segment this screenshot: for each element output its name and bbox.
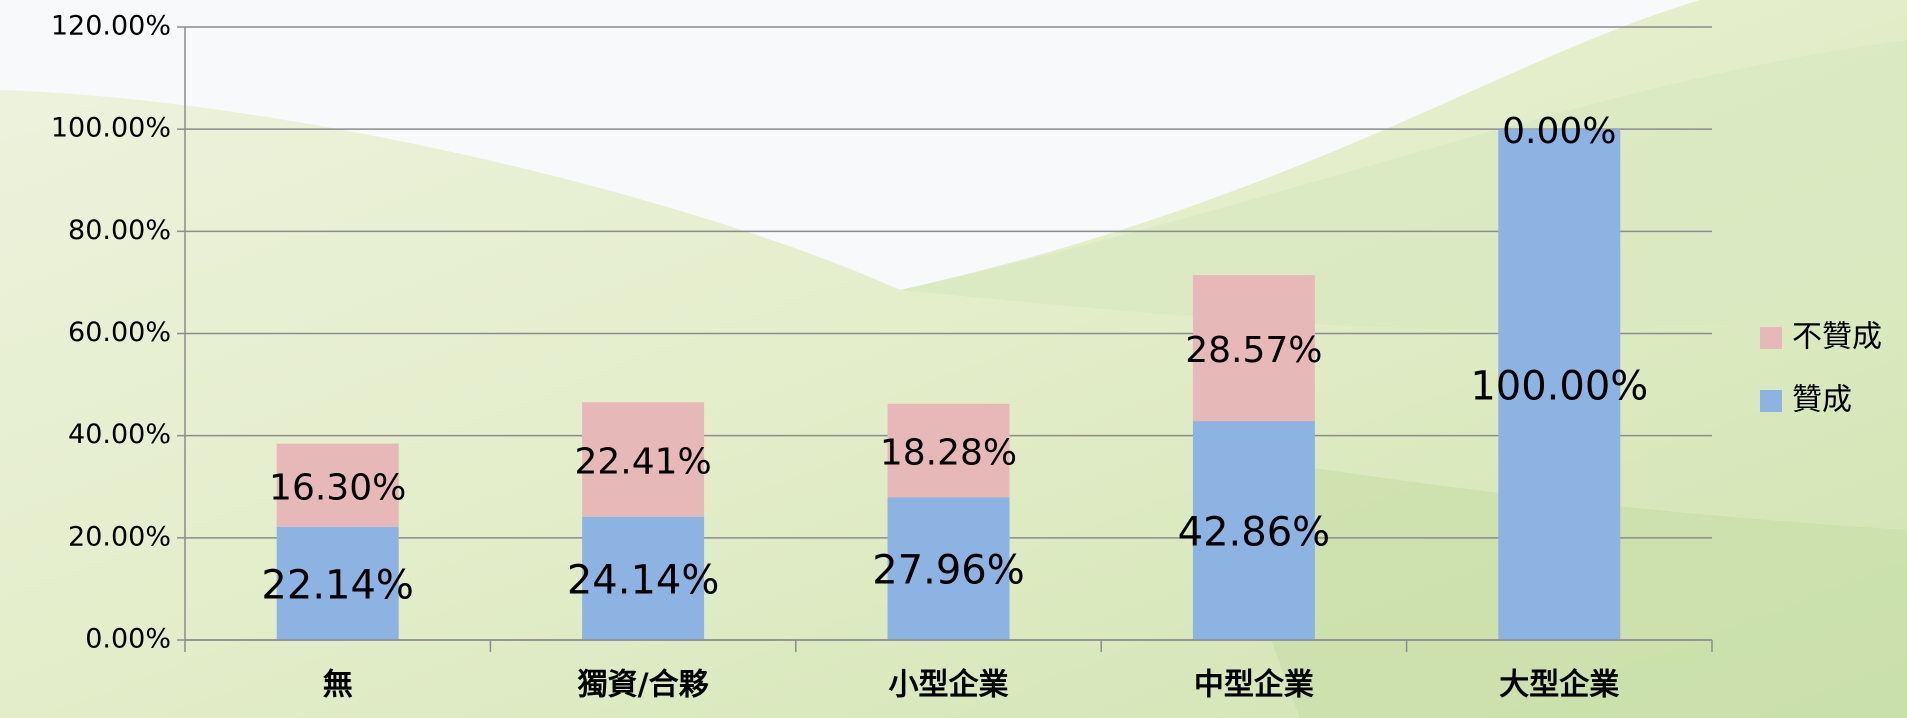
bar-segment — [1498, 129, 1621, 640]
y-tick-label: 80.00% — [68, 215, 171, 246]
data-label: 100.00% — [1470, 364, 1648, 410]
y-tick-label: 40.00% — [68, 419, 171, 450]
bar-segment — [887, 403, 1010, 498]
bar-segment — [1192, 275, 1315, 422]
background-shape — [0, 0, 1700, 290]
data-label: 28.57% — [1185, 330, 1322, 371]
bar-segment — [1192, 421, 1315, 640]
data-label: 22.41% — [574, 441, 711, 482]
data-label: 24.14% — [567, 557, 720, 603]
x-tick-label: 獨資/合夥 — [578, 668, 709, 703]
legend-swatch — [1760, 327, 1782, 349]
legend-label: 贊成 — [1792, 383, 1852, 418]
bar-segment — [887, 497, 1010, 640]
legend-swatch — [1760, 390, 1782, 412]
y-tick-label: 20.00% — [68, 521, 171, 552]
x-tick-label: 大型企業 — [1499, 668, 1619, 703]
data-label: 22.14% — [261, 562, 414, 608]
x-tick-label: 無 — [323, 668, 353, 703]
data-label: 18.28% — [880, 432, 1017, 473]
x-tick-label: 中型企業 — [1194, 668, 1314, 703]
bar-segment — [276, 443, 399, 527]
bar-segment — [582, 402, 705, 517]
bar-segment — [276, 526, 399, 640]
legend-label: 不贊成 — [1792, 320, 1882, 355]
data-label: 16.30% — [269, 467, 406, 508]
y-tick-label: 0.00% — [85, 624, 171, 655]
data-label: 42.86% — [1178, 510, 1331, 556]
x-tick-label: 小型企業 — [889, 668, 1009, 703]
y-tick-label: 100.00% — [51, 113, 171, 144]
bar-segment — [582, 516, 705, 640]
data-label: 0.00% — [1502, 111, 1616, 152]
background-shape — [900, 40, 1907, 330]
y-tick-label: 120.00% — [51, 11, 171, 42]
y-tick-label: 60.00% — [68, 317, 171, 348]
data-label: 27.96% — [872, 548, 1025, 594]
